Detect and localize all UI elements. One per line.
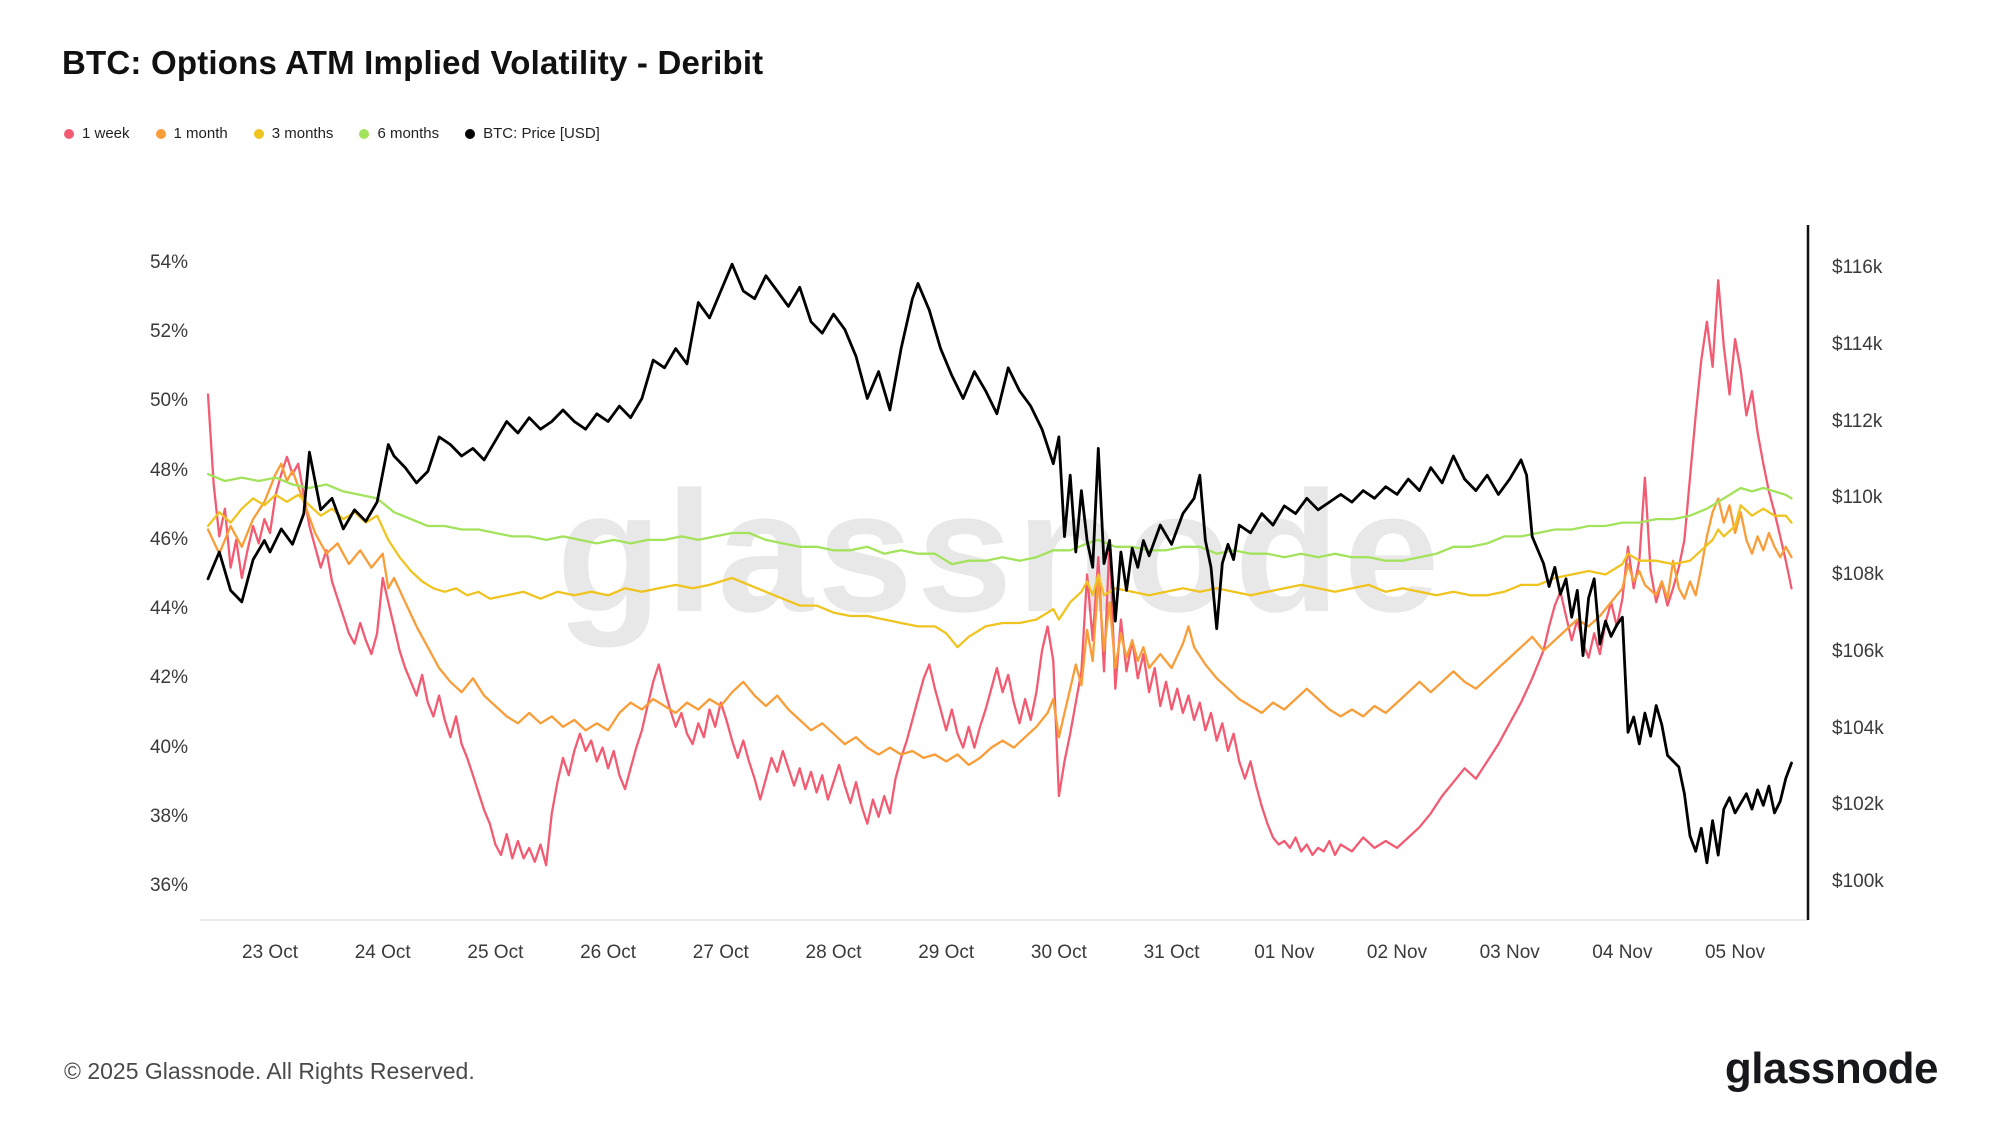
series-line-6m [206,472,1793,566]
legend-item-1m[interactable]: 1 month [155,125,228,142]
legend-dot-1w [64,128,74,139]
x-axis-tick: 26 Oct [580,942,637,963]
right-axis-tick: $116k [1832,257,1883,278]
x-axis-tick: 28 Oct [805,942,862,963]
left-axis-tick: 48% [149,459,188,481]
series-line-1m [206,462,1793,767]
right-axis-tick: $104k [1832,717,1884,739]
legend-dot-6m [359,128,370,139]
right-axis-tick: $106k [1832,640,1884,662]
legend-label-1m: 1 month [173,125,228,142]
legend-label-1w: 1 week [82,125,130,142]
left-axis-tick: 50% [149,390,188,412]
x-axis-tick: 01 Nov [1254,942,1315,963]
x-axis-tick: 04 Nov [1592,942,1653,963]
legend-dot-1m [155,128,166,139]
x-axis-tick: 03 Nov [1479,942,1540,963]
left-axis-tick: 54% [149,252,188,273]
legend-item-3m[interactable]: 3 months [253,125,334,142]
series-line-3m [206,493,1793,649]
right-axis-tick: $100k [1832,871,1884,892]
x-axis-tick: 05 Nov [1704,942,1766,963]
legend-item-6m[interactable]: 6 months [359,125,439,142]
legend-dot-3m [253,128,264,139]
x-axis-tick: 29 Oct [918,942,975,963]
legend-label-3m: 3 months [271,125,334,142]
glassnode-logo[interactable]: glassnode [1724,1044,1939,1093]
page-title: BTC: Options ATM Implied Volatility - De… [62,44,764,81]
x-axis-tick: 30 Oct [1030,942,1087,963]
left-axis-tick: 38% [149,805,188,827]
left-axis-tick: 40% [149,736,188,758]
legend-label-btc-price: BTC: Price [USD] [483,125,600,142]
legend-item-btc-price[interactable]: BTC: Price [USD] [465,125,600,142]
x-axis-tick: 02 Nov [1366,942,1428,963]
series-line-btc-price [206,262,1793,865]
right-axis-tick: $108k [1832,564,1884,585]
left-axis-tick: 42% [149,667,188,689]
right-axis-tick: $114k [1832,333,1883,355]
copyright-text: © 2025 Glassnode. All Rights Reserved. [64,1058,475,1084]
legend: 1 week 1 month 3 months 6 months BTC: Price … [64,125,600,142]
legend-label-6m: 6 months [377,125,440,142]
x-axis-tick: 27 Oct [692,942,749,963]
legend-dot-btc-price [465,128,476,139]
x-axis-tick: 25 Oct [467,942,524,963]
left-axis-tick: 36% [149,875,188,896]
x-axis-tick: 23 Oct [242,942,298,963]
x-axis-tick: 31 Oct [1143,942,1200,963]
right-axis-tick: $102k [1832,794,1884,816]
legend-item-1w[interactable]: 1 week [64,125,130,142]
left-axis-tick: 46% [149,528,188,550]
x-axis-tick: 24 Oct [354,942,411,963]
series-line-1w [206,279,1793,867]
left-axis-tick: 44% [149,598,188,620]
right-axis-tick: $110k [1832,487,1883,509]
right-axis-tick: $112k [1832,410,1883,432]
left-axis-tick: 52% [149,321,188,343]
